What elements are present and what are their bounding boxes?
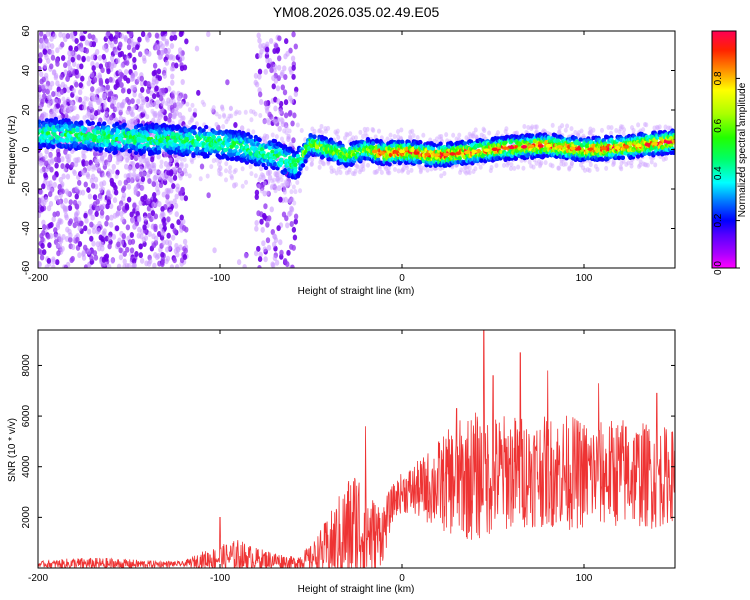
snr-ytick-label-3: 2000 [21,506,32,529]
colorbar-ticks: 0.0 0.2 0.4 0.6 0.8 [713,71,740,275]
snr-line [38,330,675,568]
spectrogram-ytick-label-5: -40 [21,221,32,236]
colorbar [711,30,737,269]
spectrogram-xtick-label-1: -100 [210,273,230,284]
snr-ytick-label-2: 4000 [21,455,32,478]
spectrogram-ytick-label-4: -20 [21,181,32,196]
colorbar-tick-label-1: 0.2 [713,213,724,227]
spectrogram-xlabel: Height of straight line (km) [298,286,415,297]
snr-ytick-label-1: 6000 [21,405,32,428]
colorbar-label: Normalized spectral amplitude [737,82,748,217]
chart-title: YM08.2026.035.02.49.E05 [273,4,440,20]
snr-xtick-label-3: 100 [576,573,593,584]
spectrogram-ylabel: Frequency (Hz) [7,116,18,185]
colorbar-tick-label-2: 0.4 [713,166,724,180]
spectrogram-xtick-label-2: 0 [399,273,405,284]
spectrogram-ytick-label-6: -60 [21,260,32,275]
colorbar-tick-label-4: 0.8 [713,71,724,85]
snr-series [38,330,675,568]
colorbar-tick-label-3: 0.6 [713,118,724,132]
spectrogram-ytick-label-2: 20 [21,104,32,116]
snr-xtick-label-2: 0 [399,573,405,584]
snr-ylabel: SNR (10 * v/v) [7,418,18,482]
spectrogram-ytick-label-1: 40 [21,65,32,77]
snr-xtick-label-0: -200 [28,573,48,584]
colorbar-tick-label-0: 0.0 [713,261,724,275]
snr-ticks: -200 -100 0 100 8000 6000 4000 2000 [21,330,675,584]
spectrogram-xtick-label-3: 100 [576,273,593,284]
spectrogram-xtick-label-0: -200 [28,273,48,284]
spectrogram-ytick-label-0: 60 [21,25,32,37]
snr-frame [37,329,676,569]
snr-ytick-label-0: 8000 [21,354,32,377]
spectrogram-ticks: -200 -100 0 100 60 40 20 0 -20 -40 -60 [21,25,675,284]
snr-xtick-label-1: -100 [210,573,230,584]
snr-xlabel: Height of straight line (km) [298,584,415,595]
spectrogram-heatmap [38,31,675,268]
spectrogram-ytick-label-3: 0 [21,146,32,152]
